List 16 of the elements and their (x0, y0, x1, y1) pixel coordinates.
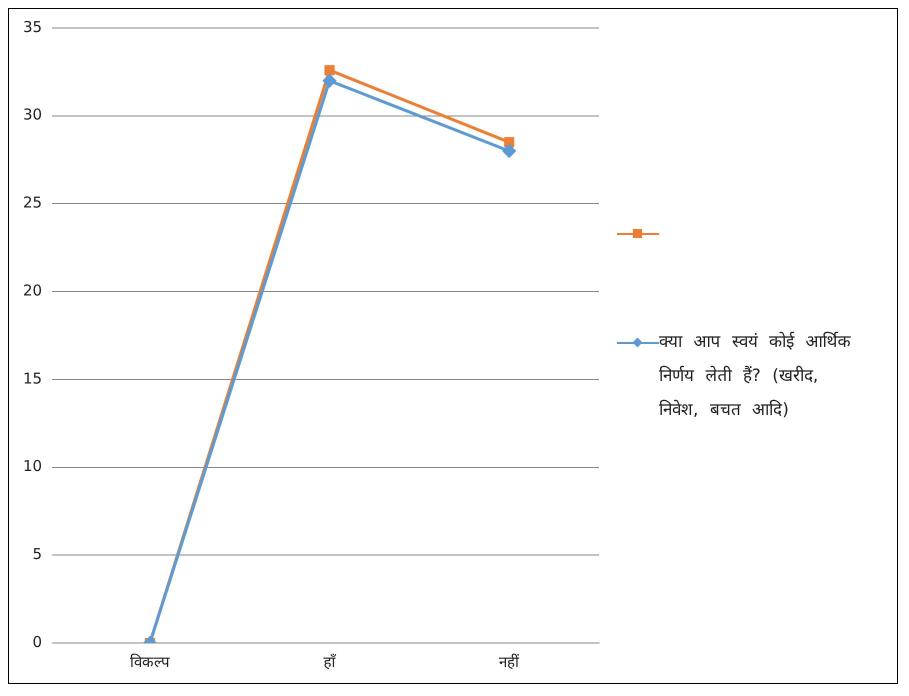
y-tick-label: 5 (32, 545, 42, 564)
x-tick-label: हाँ (324, 652, 337, 671)
y-tick-label: 30 (22, 106, 42, 124)
x-tick-label: नहीं (499, 652, 520, 671)
y-tick-label: 10 (22, 457, 42, 476)
y-tick-label: 25 (22, 194, 42, 212)
legend-label: क्या आप स्वयं कोई आर्थिक निर्णय लेती हैं? (खरीद, निवेश, बचत आदि) (659, 330, 852, 422)
point (504, 137, 514, 148)
x-tick-label: विकल्प (130, 652, 170, 671)
point (502, 144, 516, 158)
y-tick-label: 35 (22, 18, 42, 36)
point (324, 65, 335, 76)
y-tick-label: 0 (32, 632, 42, 651)
y-tick-label: 15 (22, 369, 42, 388)
point (323, 74, 336, 88)
y-tick-label: 20 (22, 281, 42, 300)
